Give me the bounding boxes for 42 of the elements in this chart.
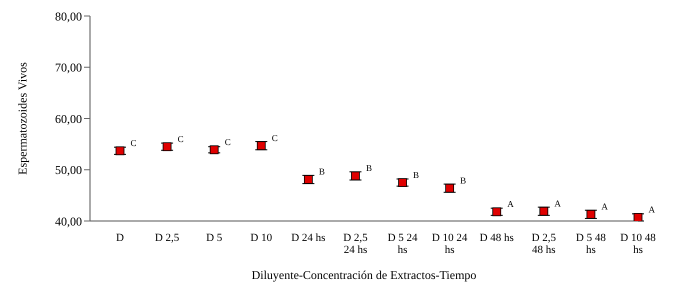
data-label: C xyxy=(272,132,278,143)
y-tick-label: 50,00 xyxy=(55,163,82,178)
point xyxy=(634,213,642,221)
data-label: A xyxy=(601,202,608,212)
y-tick-label: 40,00 xyxy=(55,214,82,228)
point xyxy=(210,145,219,154)
data-label: B xyxy=(366,163,372,174)
data-label: A xyxy=(648,204,656,215)
y-tick-label: 60,00 xyxy=(55,112,82,126)
data-label: C xyxy=(178,134,184,144)
x-tick-label: D xyxy=(116,232,124,244)
point xyxy=(539,206,548,216)
point xyxy=(398,178,407,187)
y-axis-title: Espermatozoides Vivos xyxy=(15,62,30,175)
point xyxy=(256,141,266,150)
point xyxy=(445,184,454,193)
x-tick-label: D 10 24 hs xyxy=(432,232,468,256)
data-label: A xyxy=(554,198,562,208)
data-label: B xyxy=(318,166,325,177)
x-tick-label: D 2,5 xyxy=(154,232,180,244)
point xyxy=(116,146,124,156)
data-label: C xyxy=(130,138,137,148)
y-tick-label: 70,00 xyxy=(55,60,82,75)
x-tick-label: D 2,5 48 hs xyxy=(532,232,557,256)
data-label: B xyxy=(413,170,420,180)
x-tick-label: D 5 24 hs xyxy=(388,232,418,256)
point xyxy=(492,207,502,216)
data-label: A xyxy=(507,198,514,209)
x-tick-label: D 10 48 hs xyxy=(620,232,656,256)
data-label: C xyxy=(224,136,231,147)
x-tick-label: D 5 xyxy=(206,232,223,244)
x-tick-label: D 10 xyxy=(250,232,273,244)
x-tick-label: D 24 hs xyxy=(291,232,326,244)
x-axis-title: Diluyente-Concentración de Extractos-Tiempo xyxy=(252,268,476,282)
point xyxy=(351,172,360,180)
x-tick-label: D 48 hs xyxy=(480,232,514,244)
data-label: B xyxy=(460,175,466,186)
point xyxy=(586,210,596,219)
x-tick-label: D 5 48 hs xyxy=(576,232,606,256)
y-tick-label: 80,00 xyxy=(55,9,82,24)
x-tick-label: D 2,5 24 hs xyxy=(343,232,368,256)
point xyxy=(162,142,172,152)
